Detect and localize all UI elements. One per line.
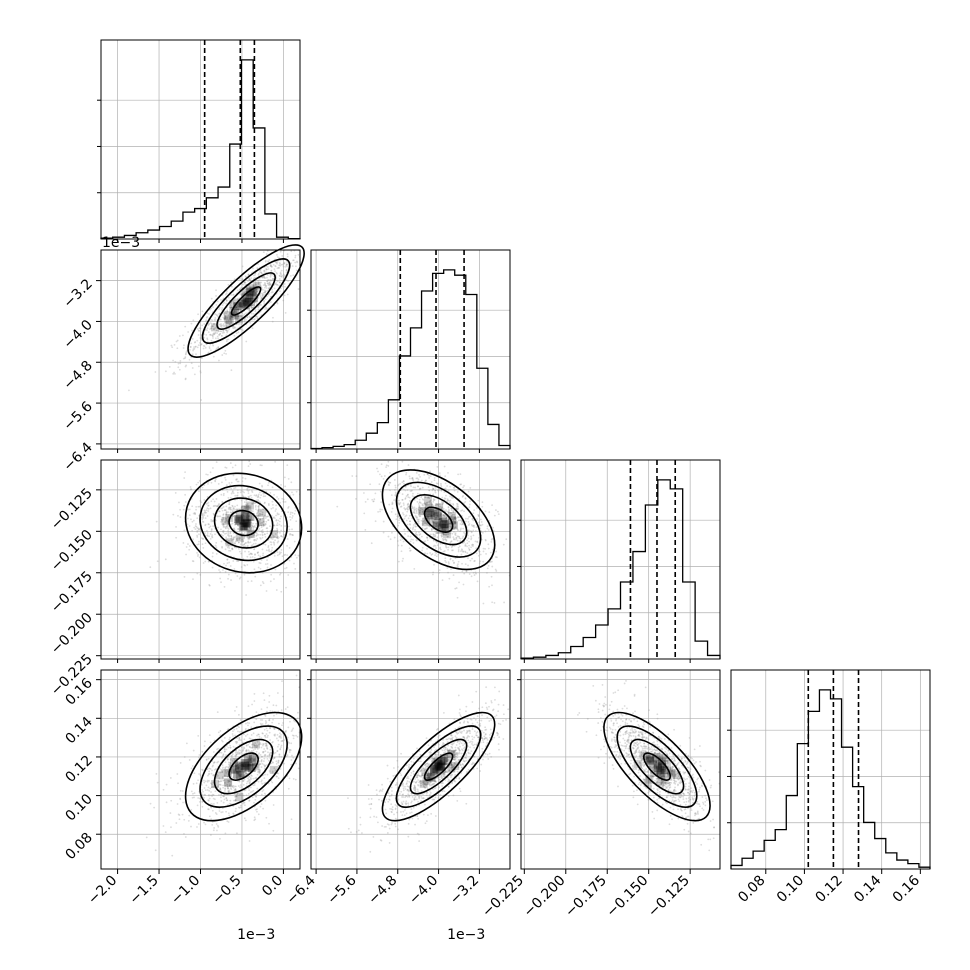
histogram-step — [310, 269, 511, 450]
histogram-step — [730, 689, 931, 869]
x-tick-label: −1.0 — [168, 873, 203, 908]
contour-line — [616, 725, 698, 808]
x-tick-label: −4.0 — [406, 873, 441, 908]
contour-line — [184, 711, 303, 822]
contour-line — [395, 725, 482, 808]
x-tick-label: −0.175 — [562, 873, 610, 921]
panel-frame — [520, 459, 721, 660]
y-tick-label: −6.4 — [60, 439, 95, 474]
scatter-panel-0-1 — [100, 244, 305, 450]
contour-line — [216, 272, 276, 330]
x-tick-label: −0.5 — [209, 873, 244, 908]
x-tick-label: 0.14 — [851, 872, 884, 905]
x-tick-label: 0.16 — [890, 872, 923, 905]
panel-frame — [520, 669, 721, 870]
histogram-panel-1 — [307, 249, 511, 450]
panel-frame — [730, 669, 931, 870]
histogram-step — [100, 59, 301, 240]
scatter-points — [145, 674, 300, 857]
histogram-panel-0 — [97, 39, 301, 240]
x-tick-label: 0.12 — [813, 873, 846, 906]
scatter-panel-1-2 — [310, 459, 511, 660]
contour-line — [381, 711, 496, 822]
contour-line — [213, 497, 274, 549]
contour-line — [199, 484, 288, 562]
y-tick-label: 0.10 — [62, 791, 95, 824]
x-tick-label: 0.0 — [259, 873, 286, 900]
contour-line — [603, 711, 711, 822]
x-tick-label: −0.225 — [479, 873, 527, 921]
y-tick-label: 0.08 — [62, 830, 95, 863]
x-tick-label: −0.200 — [521, 873, 569, 921]
y-tick-label: −3.2 — [60, 276, 95, 311]
y-tick-label: −0.175 — [48, 568, 96, 616]
y-tick-label: −0.125 — [48, 485, 96, 533]
x-tick-label: −1.5 — [127, 873, 162, 908]
x-tick-label: −2.0 — [85, 873, 120, 908]
histogram-panel-3 — [727, 669, 931, 870]
y-tick-label: −5.6 — [60, 399, 95, 434]
contour-line — [409, 494, 468, 546]
x-tick-label: 0.10 — [774, 873, 807, 906]
contour-line — [423, 752, 454, 781]
contour-line — [187, 244, 305, 358]
contour-line — [381, 469, 496, 571]
y-tick-label: 0.14 — [62, 714, 95, 747]
contour-line — [423, 506, 454, 533]
scatter-panel-0-3 — [100, 669, 303, 870]
x-tick-label: −0.125 — [645, 873, 693, 921]
contour-line — [629, 738, 685, 795]
contour-line — [395, 481, 482, 558]
x-tick-label: 0.08 — [735, 873, 768, 906]
panel-frame — [310, 249, 511, 450]
histogram-panel-2 — [517, 459, 721, 660]
y-tick-label: −4.0 — [60, 317, 95, 352]
contour-line — [228, 509, 259, 537]
x-tick-label: −5.6 — [324, 872, 359, 907]
x-tick-label: −0.150 — [604, 873, 652, 921]
x-offset-text: 1e−3 — [447, 927, 485, 943]
x-tick-label: −4.8 — [365, 873, 400, 908]
contour-line — [228, 752, 259, 781]
panel-frame — [310, 669, 511, 870]
scatter-points — [347, 686, 510, 853]
x-offset-text: 1e−3 — [237, 927, 275, 943]
scatter-panel-1-3 — [310, 669, 511, 870]
contour-line — [409, 738, 468, 795]
contour-line — [230, 286, 262, 316]
y-tick-label: 0.12 — [62, 752, 95, 785]
panel-frame — [310, 459, 511, 660]
histogram-step — [520, 479, 721, 659]
contour-line — [642, 752, 672, 781]
contour-line — [201, 258, 291, 344]
scatter-panel-0-2 — [100, 459, 303, 660]
y-tick-label: −0.200 — [48, 610, 96, 658]
x-tick-label: −6.4 — [284, 872, 319, 907]
y-tick-label: −4.8 — [60, 358, 95, 393]
x-tick-label: −3.2 — [447, 873, 482, 908]
y-tick-label: −0.150 — [48, 527, 96, 575]
y-offset-text: 1e−3 — [102, 235, 140, 251]
scatter-panel-2-3 — [520, 669, 721, 870]
contour-line — [199, 725, 288, 808]
contour-line — [213, 738, 274, 795]
